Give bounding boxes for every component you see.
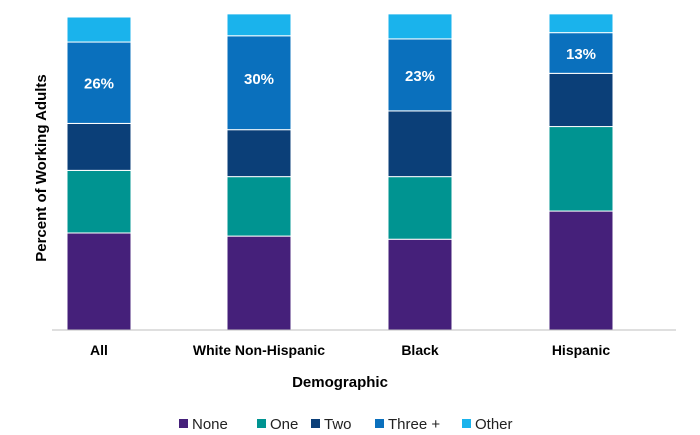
legend: None One Two Three + Other [179, 416, 513, 433]
legend-item-three: Three + [375, 416, 440, 433]
x-tick-black: Black [401, 342, 439, 358]
legend-item-one: One [257, 416, 298, 433]
bar-hispanic-none [548, 210, 614, 331]
bar-all-none [66, 232, 132, 331]
bar-black-none [387, 238, 453, 331]
data-label-black: 23% [405, 68, 435, 85]
bar-white-non-hispanic-other [226, 13, 292, 37]
legend-swatch-none [179, 419, 188, 428]
bar-white-non-hispanic-two [226, 129, 292, 178]
bar-white-non-hispanic-none [226, 235, 292, 331]
legend-item-none: None [179, 416, 228, 433]
bars-group [66, 13, 614, 331]
legend-label-one: One [270, 416, 298, 433]
bar-white-non-hispanic-one [226, 176, 292, 237]
x-axis-title: Demographic [292, 374, 388, 391]
x-tick-labels: All White Non-Hispanic Black Hispanic [90, 342, 610, 358]
bar-hispanic-two [548, 72, 614, 128]
legend-swatch-one [257, 419, 266, 428]
data-label-all: 26% [84, 76, 114, 93]
bar-black-two [387, 110, 453, 178]
data-label-white-non-hispanic: 30% [244, 71, 274, 88]
legend-item-two: Two [311, 416, 352, 433]
legend-item-other: Other [462, 416, 513, 433]
bar-all-two [66, 122, 132, 171]
legend-label-two: Two [324, 416, 352, 433]
bar-black-other [387, 13, 453, 40]
legend-label-three: Three + [388, 416, 440, 433]
data-labels-group: 26% 30% 23% 13% [84, 46, 596, 93]
legend-swatch-other [462, 419, 471, 428]
x-tick-all: All [90, 342, 108, 358]
bar-hispanic-one [548, 126, 614, 212]
bar-all-three [66, 41, 132, 124]
legend-label-other: Other [475, 416, 513, 433]
bar-white-non-hispanic-three [226, 35, 292, 131]
bar-all-one [66, 169, 132, 234]
x-tick-hispanic: Hispanic [552, 342, 611, 358]
legend-label-none: None [192, 416, 228, 433]
legend-swatch-two [311, 419, 320, 428]
bar-hispanic-other [548, 13, 614, 34]
legend-swatch-three [375, 419, 384, 428]
bar-all-other [66, 16, 132, 43]
y-axis-title: Percent of Working Adults [33, 74, 50, 262]
data-label-hispanic: 13% [566, 46, 596, 63]
bar-hispanic-three [548, 32, 614, 74]
x-tick-white-non-hispanic: White Non-Hispanic [193, 342, 325, 358]
bar-black-one [387, 176, 453, 240]
